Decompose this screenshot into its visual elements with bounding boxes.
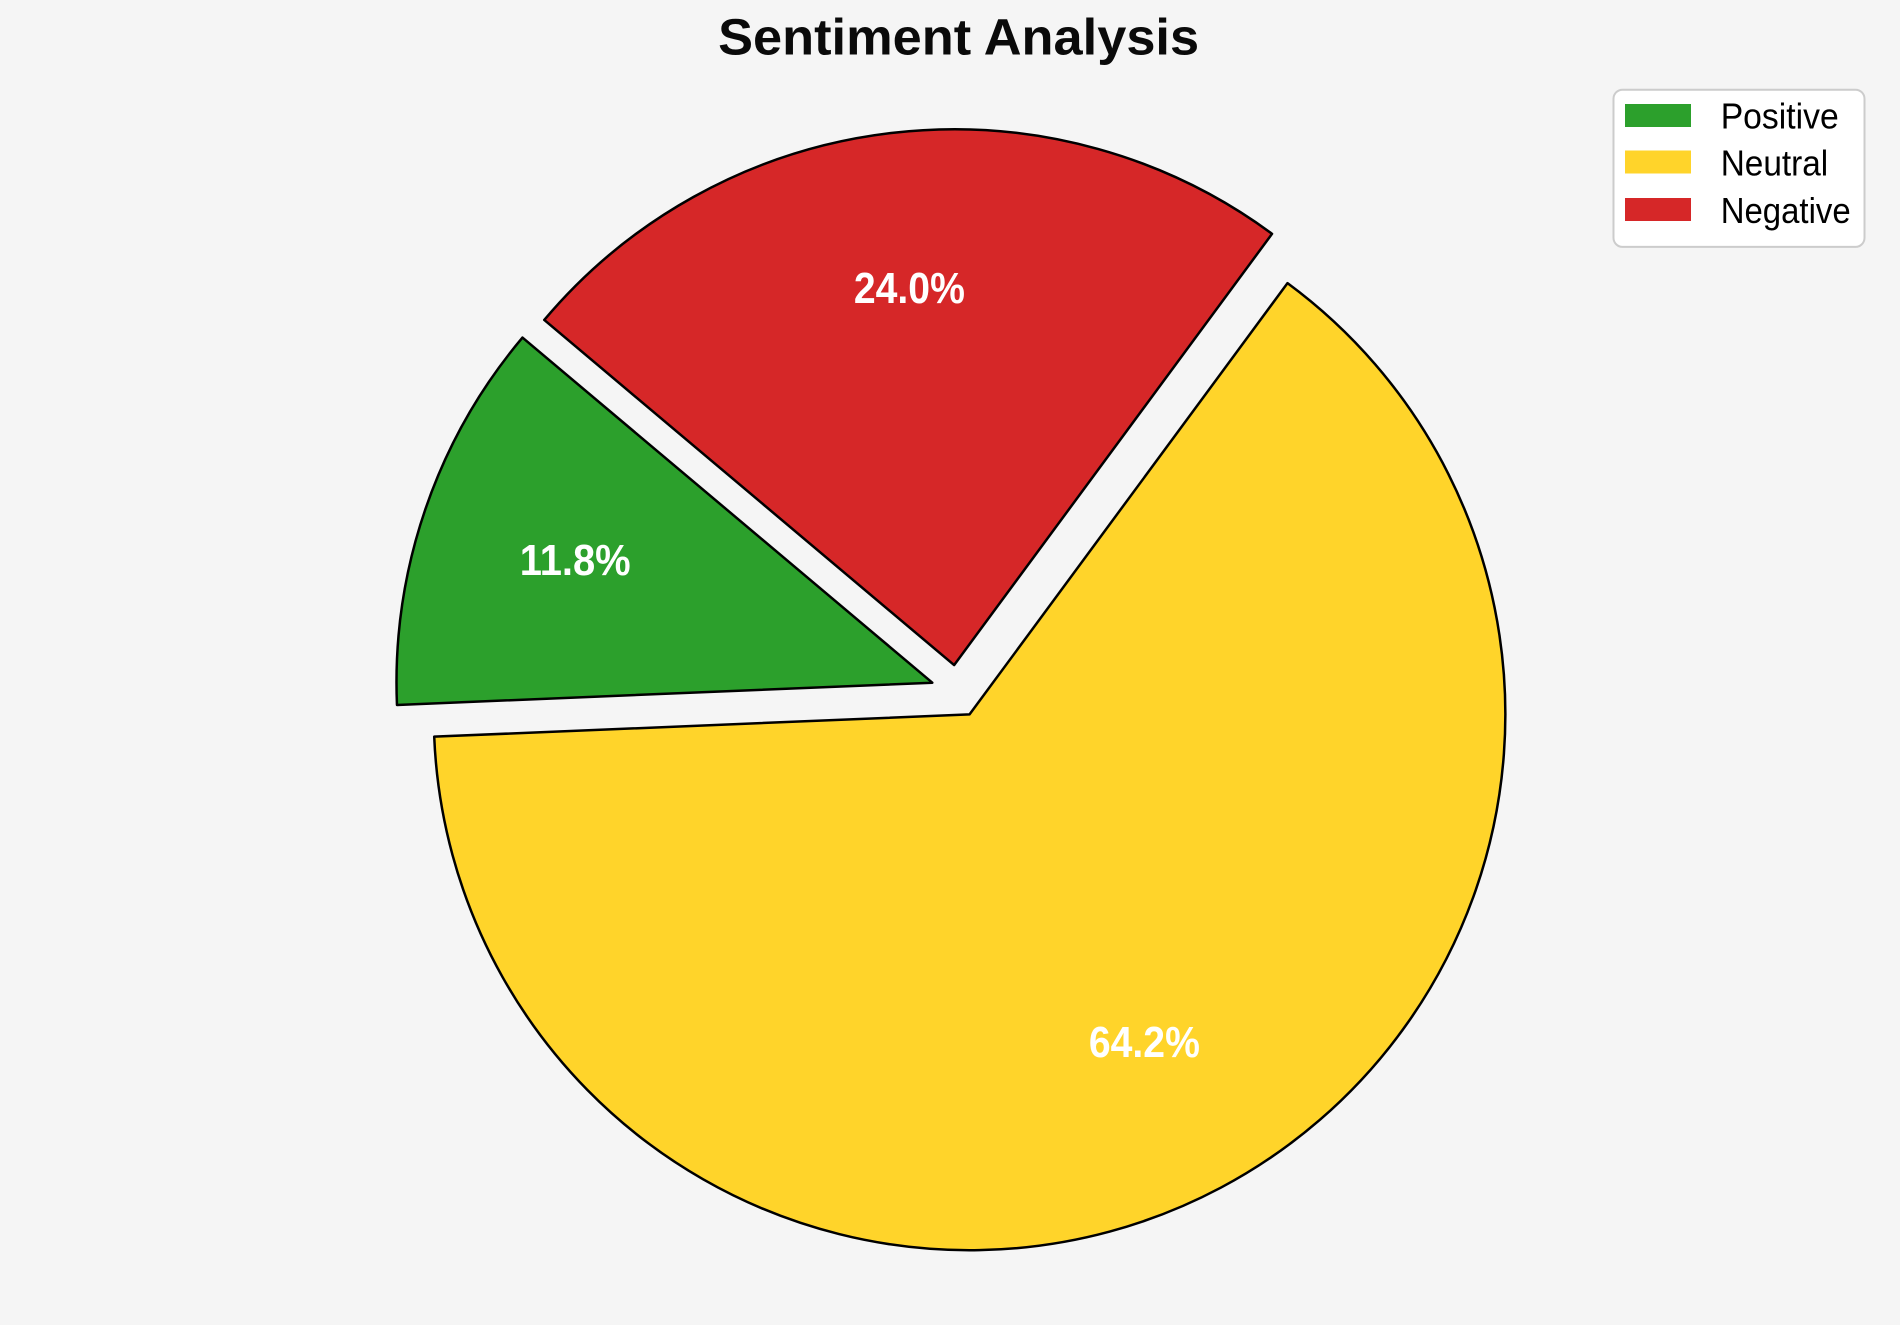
svg-text:11.8%: 11.8%	[520, 536, 631, 585]
svg-text:64.2%: 64.2%	[1089, 1018, 1200, 1067]
svg-text:24.0%: 24.0%	[854, 264, 965, 313]
svg-text:Negative: Negative	[1721, 191, 1851, 231]
svg-text:Neutral: Neutral	[1721, 143, 1829, 183]
svg-text:Sentiment Analysis: Sentiment Analysis	[718, 9, 1199, 66]
svg-text:Positive: Positive	[1721, 97, 1839, 137]
